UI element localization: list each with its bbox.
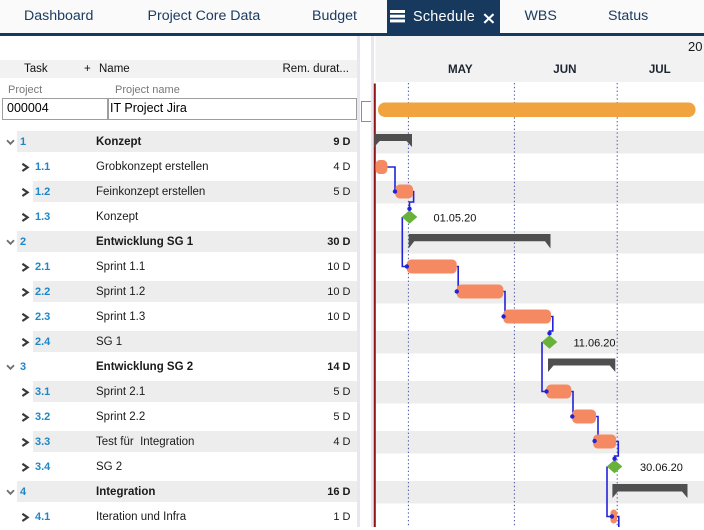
svg-text:20: 20 (688, 39, 702, 54)
svg-text:11.06.20: 11.06.20 (574, 338, 616, 350)
svg-text:30.06.20: 30.06.20 (640, 462, 683, 474)
svg-text:JUN: JUN (553, 63, 576, 76)
svg-text:JUL: JUL (649, 63, 671, 76)
svg-text:MAY: MAY (448, 63, 473, 76)
svg-text:01.05.20: 01.05.20 (434, 213, 477, 225)
